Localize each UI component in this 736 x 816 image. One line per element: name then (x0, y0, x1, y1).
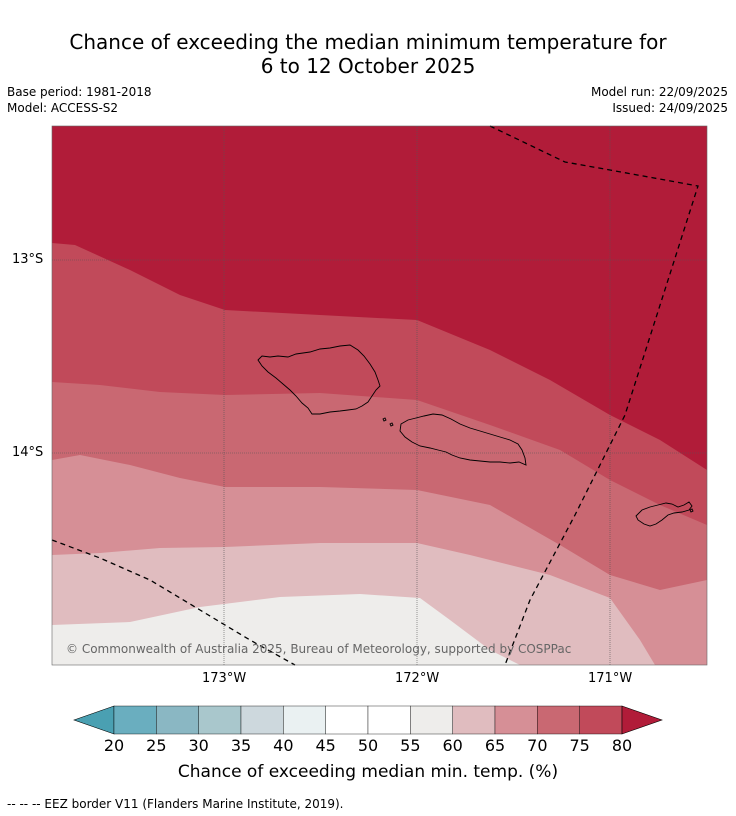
colorbar-tick-label: 55 (400, 736, 420, 755)
colorbar-segment (367, 705, 411, 735)
colorbar-tick-label: 60 (442, 736, 462, 755)
coastlines (257, 344, 694, 527)
colorbar-tick-label: 30 (188, 736, 208, 755)
colorbar-segment (283, 705, 326, 735)
issued-date: Issued: 24/09/2025 (612, 101, 728, 115)
title-line-2: 6 to 12 October 2025 (260, 54, 476, 78)
base-period: Base period: 1981-2018 (7, 85, 152, 99)
colorbar-segment (410, 705, 453, 735)
eez-border (51, 125, 699, 666)
colorbar-label: Chance of exceeding median min. temp. (%… (177, 762, 559, 782)
eez-legend-note: -- -- -- EEZ border V11 (Flanders Marine… (7, 797, 344, 811)
island-apolima (389, 422, 394, 427)
meta-right: Model run: 22/09/2025 Issued: 24/09/2025 (591, 84, 728, 116)
colorbar-tick-label: 45 (315, 736, 335, 755)
forecast-map: © Commonwealth of Australia 2025, Bureau… (51, 125, 708, 755)
colorbar-segment (537, 705, 580, 735)
band-50-55 (52, 594, 520, 665)
colorbar-tick-label: 20 (104, 736, 124, 755)
lat-label-13s: 13°S (12, 252, 44, 267)
lon-label-171w: 171°W (588, 671, 633, 686)
colorbar-segment (240, 705, 284, 735)
map-frame (51, 125, 708, 666)
colorbar (73, 705, 663, 735)
colorbar-extend-low (73, 705, 115, 735)
colorbar-ticks: 20 25 30 35 40 45 50 55 60 65 70 75 80 (104, 736, 632, 755)
island-aunuu (689, 508, 694, 513)
island-upolu (399, 413, 527, 466)
colorbar-tick-label: 65 (485, 736, 505, 755)
copyright-note: © Commonwealth of Australia 2025, Bureau… (66, 642, 571, 656)
probability-bands (52, 126, 707, 665)
lon-label-173w: 173°W (202, 671, 247, 686)
eez-border-east (489, 125, 699, 666)
colorbar-segment (113, 705, 157, 735)
colorbar-segment (198, 705, 242, 735)
island-tutuila (635, 501, 693, 527)
meta-left: Base period: 1981-2018 Model: ACCESS-S2 (7, 84, 152, 116)
colorbar-segment (156, 705, 199, 735)
colorbar-tick-label: 40 (273, 736, 293, 755)
colorbar-extend-high (621, 705, 663, 735)
colorbar-tick-label: 25 (146, 736, 166, 755)
island-savaii (257, 344, 381, 415)
lon-label-172w: 172°W (395, 671, 440, 686)
colorbar-tick-label: 70 (527, 736, 547, 755)
colorbar-tick-label: 80 (612, 736, 632, 755)
colorbar-segment (325, 705, 369, 735)
colorbar-segment (579, 705, 623, 735)
model-run: Model run: 22/09/2025 (590, 85, 728, 99)
model-name: Model: ACCESS-S2 (7, 101, 119, 115)
map-title: Chance of exceeding the median minimum t… (0, 30, 736, 78)
colorbar-tick-label: 35 (231, 736, 251, 755)
eez-border-south (51, 539, 296, 666)
title-line-1: Chance of exceeding the median minimum t… (69, 30, 667, 54)
island-manono (382, 417, 387, 422)
colorbar-segment (494, 705, 538, 735)
lat-label-14s: 14°S (12, 445, 44, 460)
colorbar-tick-label: 75 (569, 736, 589, 755)
colorbar-segment (452, 705, 496, 735)
colorbar-tick-label: 50 (358, 736, 378, 755)
